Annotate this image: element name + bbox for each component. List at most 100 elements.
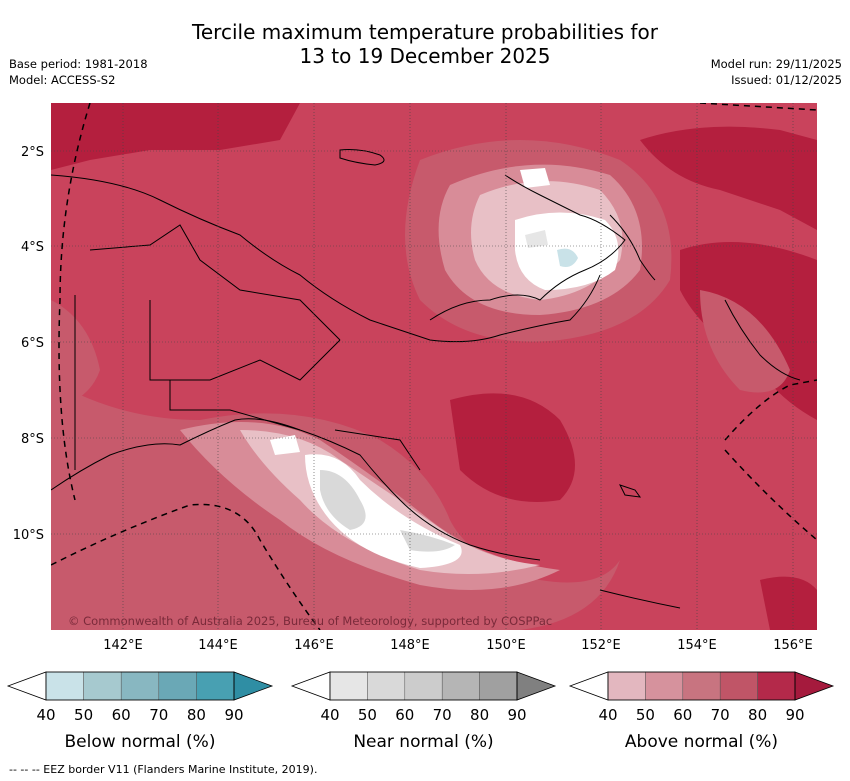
lon-label-148e: 148°E (390, 638, 430, 653)
eez-note: -- -- -- EEZ border V11 (Flanders Marine… (9, 763, 318, 776)
white-region-gulf (270, 435, 300, 455)
island-east (619, 484, 642, 498)
lon-label-144e: 144°E (198, 638, 238, 653)
colorbar-1: 40 50 60 70 80 90 Below normal (%) (6, 671, 274, 752)
colorbar-2: 40 50 60 70 80 90 Near normal (%) (290, 671, 557, 752)
colorbar-2-segment (367, 671, 406, 701)
colorbar-2-segment (441, 671, 480, 701)
latitude-labels: 2°S 4°S 6°S 8°S 10°S (13, 145, 44, 543)
lon-label-146e: 146°E (294, 638, 334, 653)
grey-region-new-britain (525, 230, 548, 248)
colorbar-3-title: Above normal (%) (625, 732, 778, 752)
colorbar-3-segment (757, 671, 796, 701)
dark-region-north-west (51, 103, 300, 170)
eez-west (58, 103, 91, 501)
border-highlands (89, 224, 341, 341)
meta-right: Model run: 29/11/2025 Issued: 01/12/2025 (711, 56, 842, 88)
map-area: © Commonwealth of Australia 2025, Bureau… (51, 103, 817, 630)
lat-label-2s: 2°S (21, 145, 44, 160)
colorbar-3-outline (607, 671, 796, 701)
coastlines (51, 149, 801, 609)
colorbar-3: 40 50 60 70 80 90 Above normal (%) (568, 671, 835, 752)
colorbar-2-tick-label: 70 (433, 706, 452, 724)
colorbar-2-tick-label: 90 (507, 706, 526, 724)
colorbar-1-segment (158, 671, 197, 701)
colorbar-3-high-arrow (794, 671, 835, 701)
colorbar-3-segment (682, 671, 721, 701)
lat-label-6s: 6°S (21, 336, 44, 351)
colorbar-1-tick-label: 40 (36, 706, 55, 724)
meta-left: Base period: 1981-2018 Model: ACCESS-S2 (9, 56, 148, 88)
border-gulf (169, 380, 301, 431)
north-coast-papua (51, 174, 601, 343)
dark-region-south-east (760, 576, 817, 630)
colorbar-1-segment (196, 671, 235, 701)
title-line-1: Tercile maximum temperature probabilitie… (192, 20, 658, 44)
colorbar-2-segment (479, 671, 518, 701)
dark-region-central (450, 393, 575, 502)
grey-region-papua (320, 470, 366, 530)
colorbar-1-high-arrow (233, 671, 274, 701)
bougainville-coast (724, 299, 801, 381)
eez-north (699, 103, 817, 111)
graticule (51, 103, 817, 630)
colorbar-1-low-arrow (6, 671, 47, 701)
colorbars: 40 50 60 70 80 90 Below normal (%) 40 50 60 70 80 90… (6, 671, 835, 752)
colorbar-3-tick-label: 50 (636, 706, 655, 724)
lon-label-152e: 152°E (581, 638, 621, 653)
border-central (334, 429, 421, 471)
lon-label-142e: 142°E (103, 638, 143, 653)
colorbar-3-tick-label: 40 (598, 706, 617, 724)
colorbar-1-tick-label: 60 (112, 706, 131, 724)
lon-label-154e: 154°E (677, 638, 717, 653)
colorbar-2-tick-label: 60 (395, 706, 414, 724)
new-britain-coast (429, 174, 626, 321)
colorbar-3-tick-label: 60 (673, 706, 692, 724)
colorbar-2-high-arrow (516, 671, 557, 701)
lat-label-8s: 8°S (21, 432, 44, 447)
new-ireland-coast (609, 214, 656, 281)
eez-south-east (724, 449, 817, 541)
model-run: Model run: 29/11/2025 (710, 57, 842, 71)
colorbar-3-low-arrow (568, 671, 609, 701)
colorbar-2-outline (329, 671, 518, 701)
eez-borders (51, 103, 817, 630)
colorbar-3-tick-label: 70 (711, 706, 730, 724)
colorbar-2-segment (404, 671, 443, 701)
colorbar-1-tick-label: 70 (149, 706, 168, 724)
colorbar-2-title: Near normal (%) (353, 732, 493, 752)
colorbar-1-tick-label: 80 (187, 706, 206, 724)
colorbar-1-segment (120, 671, 160, 701)
colorbar-2-segment (329, 671, 368, 701)
colorbar-1-tick-label: 50 (74, 706, 93, 724)
lat-label-4s: 4°S (21, 240, 44, 255)
longitude-labels: 142°E 144°E 146°E 148°E 150°E 152°E 154°… (103, 638, 813, 653)
province-borders (74, 224, 421, 471)
lon-label-156e: 156°E (773, 638, 813, 653)
base-period: Base period: 1981-2018 (9, 57, 148, 71)
colorbar-2-tick-label: 80 (470, 706, 489, 724)
colorbar-2-tick-label: 40 (320, 706, 339, 724)
colorbar-1-title: Below normal (%) (65, 732, 216, 752)
mid-region-new-ireland (700, 290, 790, 393)
chart-title: Tercile maximum temperature probabilitie… (0, 20, 850, 68)
colorbar-3-tick-label: 90 (785, 706, 804, 724)
colorbar-3-segment (607, 671, 646, 701)
colorbar-1-segment (83, 671, 122, 701)
colorbar-3-tick-label: 80 (748, 706, 767, 724)
colorbar-2-tick-label: 50 (358, 706, 377, 724)
blue-region-new-britain (557, 248, 578, 267)
lon-label-150e: 150°E (486, 638, 526, 653)
issued-date: Issued: 01/12/2025 (731, 73, 842, 87)
border-southern (149, 300, 341, 381)
copyright-note: © Commonwealth of Australia 2025, Bureau… (68, 614, 552, 628)
south-coast-papua (51, 418, 541, 561)
eez-south (51, 503, 321, 630)
colorbar-2-low-arrow (290, 671, 331, 701)
colorbar-3-segment (645, 671, 684, 701)
colorbar-1-segment (45, 671, 84, 701)
colorbar-3-segment (719, 671, 758, 701)
louisiade-coast (599, 589, 681, 609)
colorbar-1-tick-label: 90 (224, 706, 243, 724)
